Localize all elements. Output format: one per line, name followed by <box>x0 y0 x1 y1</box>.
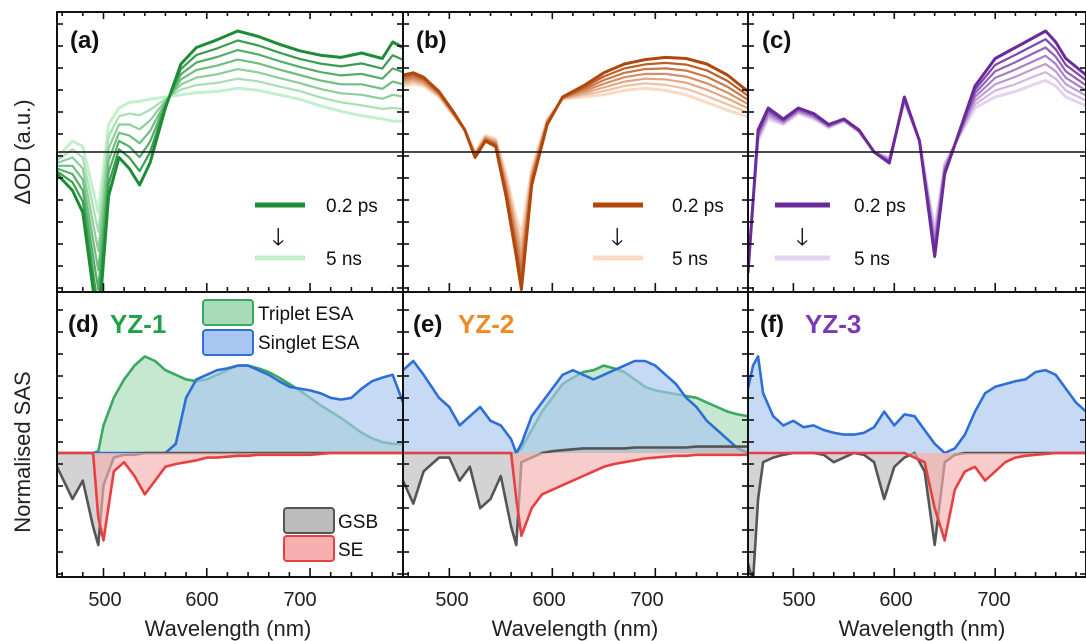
trace-early <box>403 55 748 291</box>
sas-area-gsb <box>403 446 748 545</box>
panel-label-e: (e) <box>413 311 442 338</box>
x-ticks-1: 500 600 700 <box>88 589 316 611</box>
compound-name-yz2: YZ-2 <box>458 309 514 339</box>
x-label-3: Wavelength (nm) <box>839 616 1006 641</box>
legend-swatch-triplet <box>202 299 254 326</box>
panel-c-traces <box>748 29 1086 274</box>
legend-late-label: 5 ns <box>672 249 708 270</box>
x-tick-700: 700 <box>283 589 316 611</box>
sas-area-singlet-esa <box>748 356 1086 453</box>
panel-label-a: (a) <box>70 27 99 54</box>
legend-early-label: 0.2 ps <box>326 196 378 217</box>
legend-b: 0.2 ps 🡓 5 ns <box>593 196 724 270</box>
trace-early <box>57 29 403 291</box>
sas-area-se <box>748 453 1086 541</box>
panel-e-sas <box>403 359 748 547</box>
down-arrow-icon: 🡓 <box>611 223 623 251</box>
panel-f-sas <box>748 355 1086 576</box>
down-arrow-icon: 🡓 <box>796 223 808 251</box>
x-ticks-2: 500 600 700 <box>435 589 663 611</box>
sas-line-singlet-esa <box>748 355 1086 455</box>
sas-area-gsb <box>57 453 403 545</box>
x-label-2: Wavelength (nm) <box>492 616 659 641</box>
sas-line-gsb <box>403 445 748 547</box>
legend-late-label: 5 ns <box>326 249 362 270</box>
trace-intermediate <box>403 80 748 245</box>
sas-area-singlet-esa <box>403 361 748 453</box>
trace-intermediate <box>403 72 748 264</box>
trace-intermediate <box>403 77 748 254</box>
sas-line-gsb <box>748 451 1086 576</box>
x-tick-600: 600 <box>879 589 912 611</box>
legend-se-label: SE <box>338 540 363 561</box>
x-tick-700: 700 <box>630 589 663 611</box>
panel-label-c: (c) <box>762 27 791 54</box>
x-tick-700: 700 <box>977 589 1010 611</box>
legend-swatch-gsb <box>283 507 335 534</box>
axis-ticks <box>57 12 1086 577</box>
legend-singlet-label: Singlet ESA <box>258 333 360 354</box>
x-tick-500: 500 <box>782 589 815 611</box>
x-tick-500: 500 <box>435 589 468 611</box>
legend-swatch-singlet <box>202 329 254 356</box>
y-label-top: ΔOD (a.u.) <box>10 99 35 204</box>
trace-intermediate <box>57 77 403 233</box>
down-arrow-icon: 🡓 <box>272 223 284 251</box>
panel-d-sas <box>57 355 403 547</box>
compound-name-yz1: YZ-1 <box>110 309 166 339</box>
sas-line-se <box>57 451 403 542</box>
x-tick-600: 600 <box>185 589 218 611</box>
sas-legend-bleach: GSB SE <box>283 507 378 562</box>
legend-early-label: 0.2 ps <box>854 196 906 217</box>
panel-label-f: (f) <box>760 311 784 338</box>
sas-legend-esa: Triplet ESA Singlet ESA <box>202 299 360 356</box>
x-tick-500: 500 <box>88 589 121 611</box>
trace-late <box>57 86 403 214</box>
panel-b-traces <box>403 55 748 291</box>
plot-layer <box>57 29 1086 576</box>
legend-triplet-label: Triplet ESA <box>258 304 354 325</box>
panel-label-b: (b) <box>416 27 447 54</box>
compound-name-yz3: YZ-3 <box>805 309 861 339</box>
legend-swatch-se <box>283 535 335 562</box>
sas-area-singlet-esa <box>57 365 403 453</box>
trace-early <box>748 29 1086 274</box>
panel-frames <box>56 11 1086 578</box>
panel-a-traces <box>57 29 403 291</box>
legend-gsb-label: GSB <box>338 512 378 533</box>
x-label-1: Wavelength (nm) <box>145 616 312 641</box>
sas-area-se <box>57 453 403 541</box>
x-tick-600: 600 <box>532 589 565 611</box>
sas-line-se <box>748 451 1086 542</box>
trace-intermediate <box>57 48 403 291</box>
legend-early-label: 0.2 ps <box>672 196 724 217</box>
sas-area-gsb <box>748 453 1086 576</box>
trace-intermediate <box>57 58 403 272</box>
trace-intermediate <box>57 67 403 253</box>
legend-c: 0.2 ps 🡓 5 ns <box>775 196 906 270</box>
panel-label-d: (d) <box>68 311 99 338</box>
legend-late-label: 5 ns <box>854 249 890 270</box>
sas-line-singlet-esa <box>403 359 748 455</box>
x-ticks-3: 500 600 700 <box>782 589 1010 611</box>
sas-area-se <box>403 453 748 536</box>
sas-line-se <box>403 451 748 538</box>
y-label-bottom: Normalised SAS <box>10 371 35 532</box>
legend-a: 0.2 ps 🡓 5 ns <box>255 196 378 270</box>
